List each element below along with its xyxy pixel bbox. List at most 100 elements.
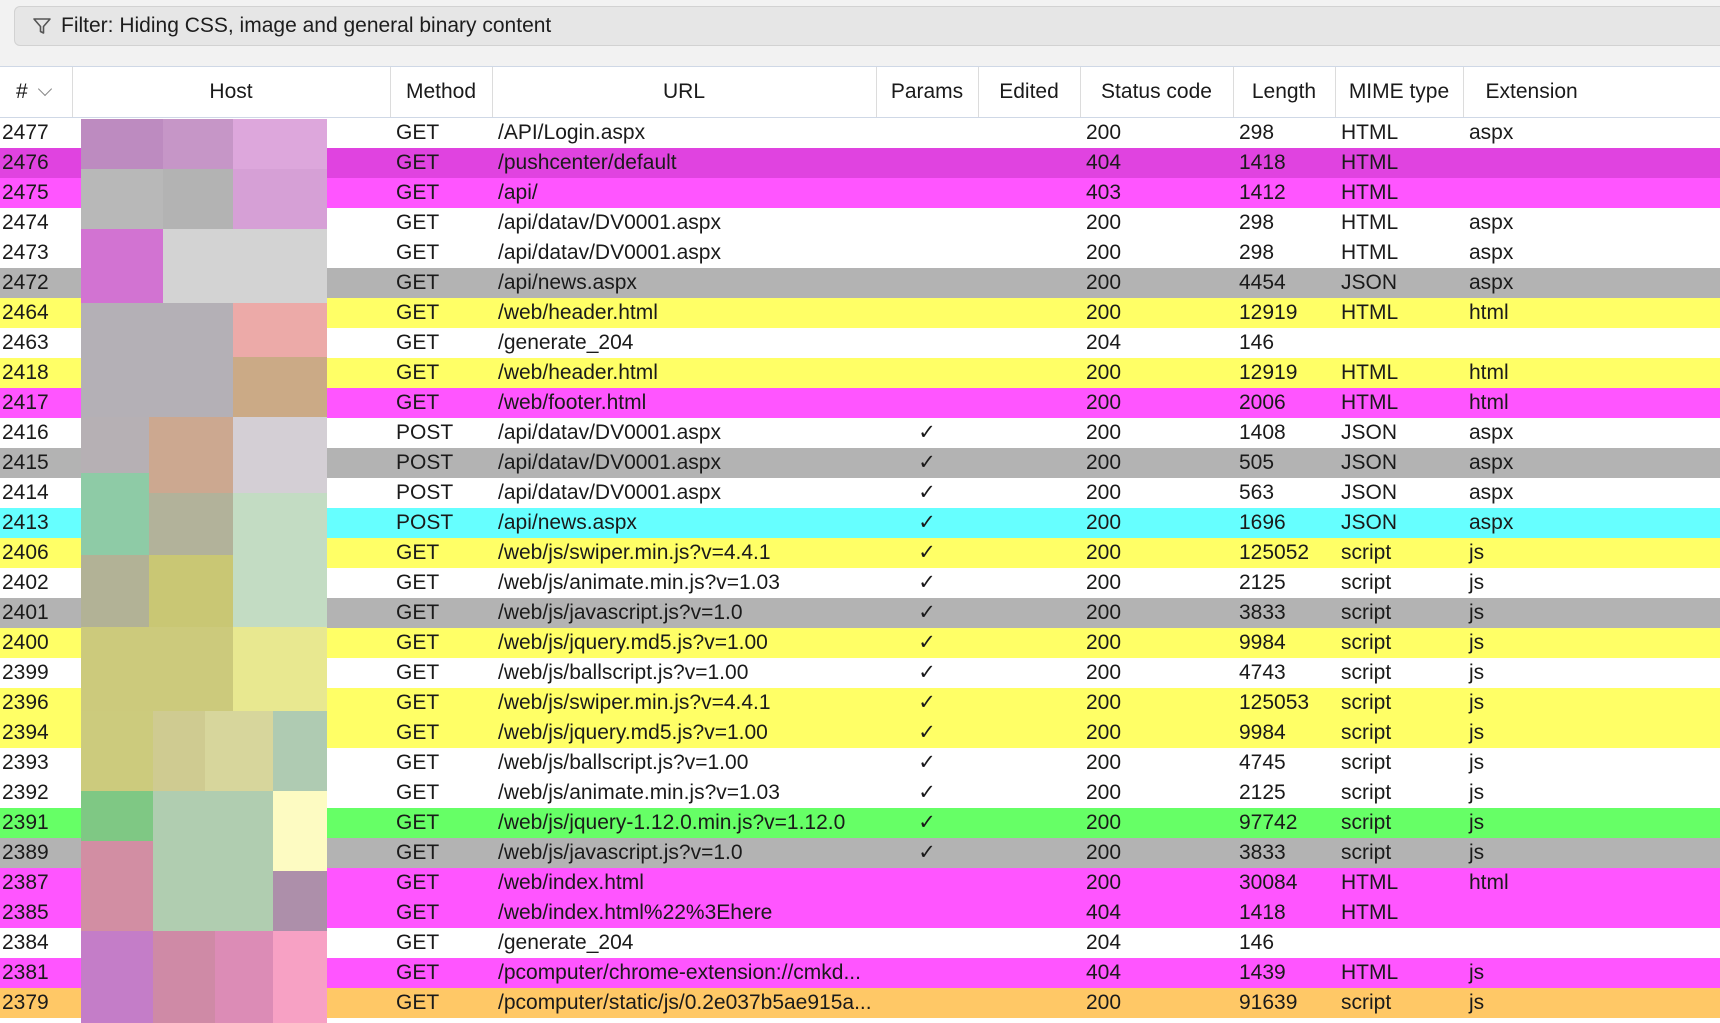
filter-bar[interactable]: Filter: Hiding CSS, image and general bi… bbox=[14, 6, 1720, 46]
chevron-down-icon[interactable] bbox=[37, 81, 52, 97]
cell-params bbox=[876, 298, 978, 328]
cell-method: GET bbox=[396, 601, 440, 624]
column-header-url[interactable]: URL bbox=[492, 67, 877, 118]
table-row[interactable]: 2401 GET/web/js/javascript.js?v=1.0 ✓ 200 38… bbox=[0, 598, 1720, 628]
table-row[interactable]: 2414 POST/api/datav/DV0001.aspx ✓ 200 563 JSO… bbox=[0, 478, 1720, 508]
cell-length: 563 bbox=[1239, 481, 1275, 504]
cell-ext: js bbox=[1469, 961, 1485, 984]
cell-length: 2125 bbox=[1239, 571, 1286, 594]
column-header-params[interactable]: Params bbox=[876, 67, 979, 118]
cell-url: /web/js/ballscript.js?v=1.00 bbox=[498, 661, 749, 684]
table-row[interactable]: 2389 GET/web/js/javascript.js?v=1.0 ✓ 200 38… bbox=[0, 838, 1720, 868]
table-row[interactable]: 2417 GET/web/footer.html 200 2006 HTML html bbox=[0, 388, 1720, 418]
cell-host bbox=[72, 958, 390, 988]
cell-status: 200 bbox=[1086, 451, 1122, 474]
cell-num: 2381 bbox=[2, 961, 49, 984]
cell-host bbox=[72, 808, 390, 838]
cell-mime: HTML bbox=[1341, 901, 1399, 924]
column-header-length[interactable]: Length bbox=[1233, 67, 1336, 118]
cell-mime: HTML bbox=[1341, 121, 1399, 144]
cell-ext: js bbox=[1469, 631, 1485, 654]
cell-host bbox=[72, 688, 390, 718]
cell-mime: script bbox=[1341, 751, 1392, 774]
cell-status: 403 bbox=[1086, 181, 1122, 204]
cell-method: GET bbox=[396, 811, 440, 834]
table-row[interactable]: 2406 GET/web/js/swiper.min.js?v=4.4.1 ✓ 200… bbox=[0, 538, 1720, 568]
cell-edited bbox=[978, 688, 1080, 718]
table-row[interactable]: 2472 GET/api/news.aspx 200 4454 JSON aspx bbox=[0, 268, 1720, 298]
cell-status: 204 bbox=[1086, 931, 1122, 954]
cell-method: GET bbox=[396, 271, 440, 294]
cell-ext: js bbox=[1469, 661, 1485, 684]
cell-num: 2394 bbox=[2, 721, 49, 744]
cell-host bbox=[72, 388, 390, 418]
cell-edited bbox=[978, 358, 1080, 388]
table-row[interactable]: 2476 GET/pushcenter/default 404 1418 HTML bbox=[0, 148, 1720, 178]
cell-num: 2392 bbox=[2, 781, 49, 804]
cell-url: /api/news.aspx bbox=[498, 511, 637, 534]
table-row[interactable]: 2381 GET/pcomputer/chrome-extension://cmk… bbox=[0, 958, 1720, 988]
cell-edited bbox=[978, 658, 1080, 688]
table-row[interactable]: 2387 GET/web/index.html 200 30084 HTML html bbox=[0, 868, 1720, 898]
table-row[interactable]: 2385 GET/web/index.html%22%3Ehere 404 1418 H… bbox=[0, 898, 1720, 928]
column-header-num[interactable]: # bbox=[0, 67, 73, 118]
table-row[interactable]: 2477 GET/API/Login.aspx 200 298 HTML aspx bbox=[0, 117, 1720, 148]
table-row[interactable]: 2402 GET/web/js/animate.min.js?v=1.03 ✓ 200… bbox=[0, 568, 1720, 598]
cell-mime: HTML bbox=[1341, 241, 1399, 264]
cell-ext: aspx bbox=[1469, 241, 1514, 264]
cell-host bbox=[72, 838, 390, 868]
cell-status: 200 bbox=[1086, 511, 1122, 534]
cell-method: GET bbox=[396, 541, 440, 564]
cell-edited bbox=[978, 778, 1080, 808]
column-header-extension[interactable]: Extension bbox=[1463, 67, 1720, 118]
cell-ext: html bbox=[1469, 361, 1509, 384]
table-row[interactable]: 2464 GET/web/header.html 200 12919 HTML html bbox=[0, 298, 1720, 328]
table-row[interactable]: 2399 GET/web/js/ballscript.js?v=1.00 ✓ 200 4… bbox=[0, 658, 1720, 688]
table-row[interactable]: 2379 GET/pcomputer/static/js/0.2e037b5ae9… bbox=[0, 988, 1720, 1018]
cell-params bbox=[876, 328, 978, 358]
cell-method: GET bbox=[396, 211, 440, 234]
column-header-status[interactable]: Status code bbox=[1080, 67, 1234, 118]
column-header-method[interactable]: Method bbox=[390, 67, 493, 118]
cell-url: /web/js/swiper.min.js?v=4.4.1 bbox=[498, 691, 771, 714]
table-row[interactable]: 2392 GET/web/js/animate.min.js?v=1.03 ✓ 200… bbox=[0, 778, 1720, 808]
cell-length: 30084 bbox=[1239, 871, 1298, 894]
cell-mime: HTML bbox=[1341, 361, 1399, 384]
cell-status: 200 bbox=[1086, 781, 1122, 804]
cell-edited bbox=[978, 178, 1080, 208]
cell-mime: script bbox=[1341, 721, 1392, 744]
cell-params bbox=[876, 178, 978, 208]
table-row[interactable]: 2418 GET/web/header.html 200 12919 HTML html bbox=[0, 358, 1720, 388]
column-header-mime[interactable]: MIME type bbox=[1335, 67, 1464, 118]
cell-edited bbox=[978, 508, 1080, 538]
table-row[interactable]: 2473 GET/api/datav/DV0001.aspx 200 298 HTML a… bbox=[0, 238, 1720, 268]
params-check-icon: ✓ bbox=[918, 781, 936, 804]
cell-params bbox=[876, 898, 978, 928]
table-row[interactable]: 2394 GET/web/js/jquery.md5.js?v=1.00 ✓ 200 9… bbox=[0, 718, 1720, 748]
cell-mime: JSON bbox=[1341, 511, 1398, 534]
column-header-host[interactable]: Host bbox=[72, 67, 391, 118]
column-header-edited[interactable]: Edited bbox=[978, 67, 1081, 118]
cell-url: /web/js/jquery.md5.js?v=1.00 bbox=[498, 721, 768, 744]
cell-url: /generate_204 bbox=[498, 931, 634, 954]
cell-ext: html bbox=[1469, 871, 1509, 894]
table-row[interactable]: 2463 GET/generate_204 204 146 bbox=[0, 328, 1720, 358]
cell-status: 200 bbox=[1086, 721, 1122, 744]
cell-length: 2125 bbox=[1239, 781, 1286, 804]
table-row[interactable]: 2400 GET/web/js/jquery.md5.js?v=1.00 ✓ 200 9… bbox=[0, 628, 1720, 658]
cell-method: GET bbox=[396, 721, 440, 744]
table-row[interactable]: 2474 GET/api/datav/DV0001.aspx 200 298 HTML a… bbox=[0, 208, 1720, 238]
table-row[interactable]: 2413 POST/api/news.aspx ✓ 200 1696 JSON aspx bbox=[0, 508, 1720, 538]
table-row[interactable]: 2415 POST/api/datav/DV0001.aspx ✓ 200 505 JSO… bbox=[0, 448, 1720, 478]
table-row[interactable]: 2393 GET/web/js/ballscript.js?v=1.00 ✓ 200 4… bbox=[0, 748, 1720, 778]
table-row[interactable]: 2391 GET/web/js/jquery-1.12.0.min.js?v=1.… bbox=[0, 808, 1720, 838]
table-row[interactable]: 2396 GET/web/js/swiper.min.js?v=4.4.1 ✓ 200… bbox=[0, 688, 1720, 718]
table-row[interactable]: 2384 GET/generate_204 204 146 bbox=[0, 928, 1720, 958]
http-history-table[interactable]: # Host Method URL Params Edited Status c… bbox=[0, 66, 1720, 1023]
table-row[interactable]: 2475 GET/api/403 1412 HTML bbox=[0, 178, 1720, 208]
cell-edited bbox=[978, 418, 1080, 448]
cell-status: 200 bbox=[1086, 601, 1122, 624]
params-check-icon: ✓ bbox=[918, 811, 936, 834]
cell-host bbox=[72, 328, 390, 358]
table-row[interactable]: 2416 POST/api/datav/DV0001.aspx ✓ 200 1408 JS… bbox=[0, 418, 1720, 448]
